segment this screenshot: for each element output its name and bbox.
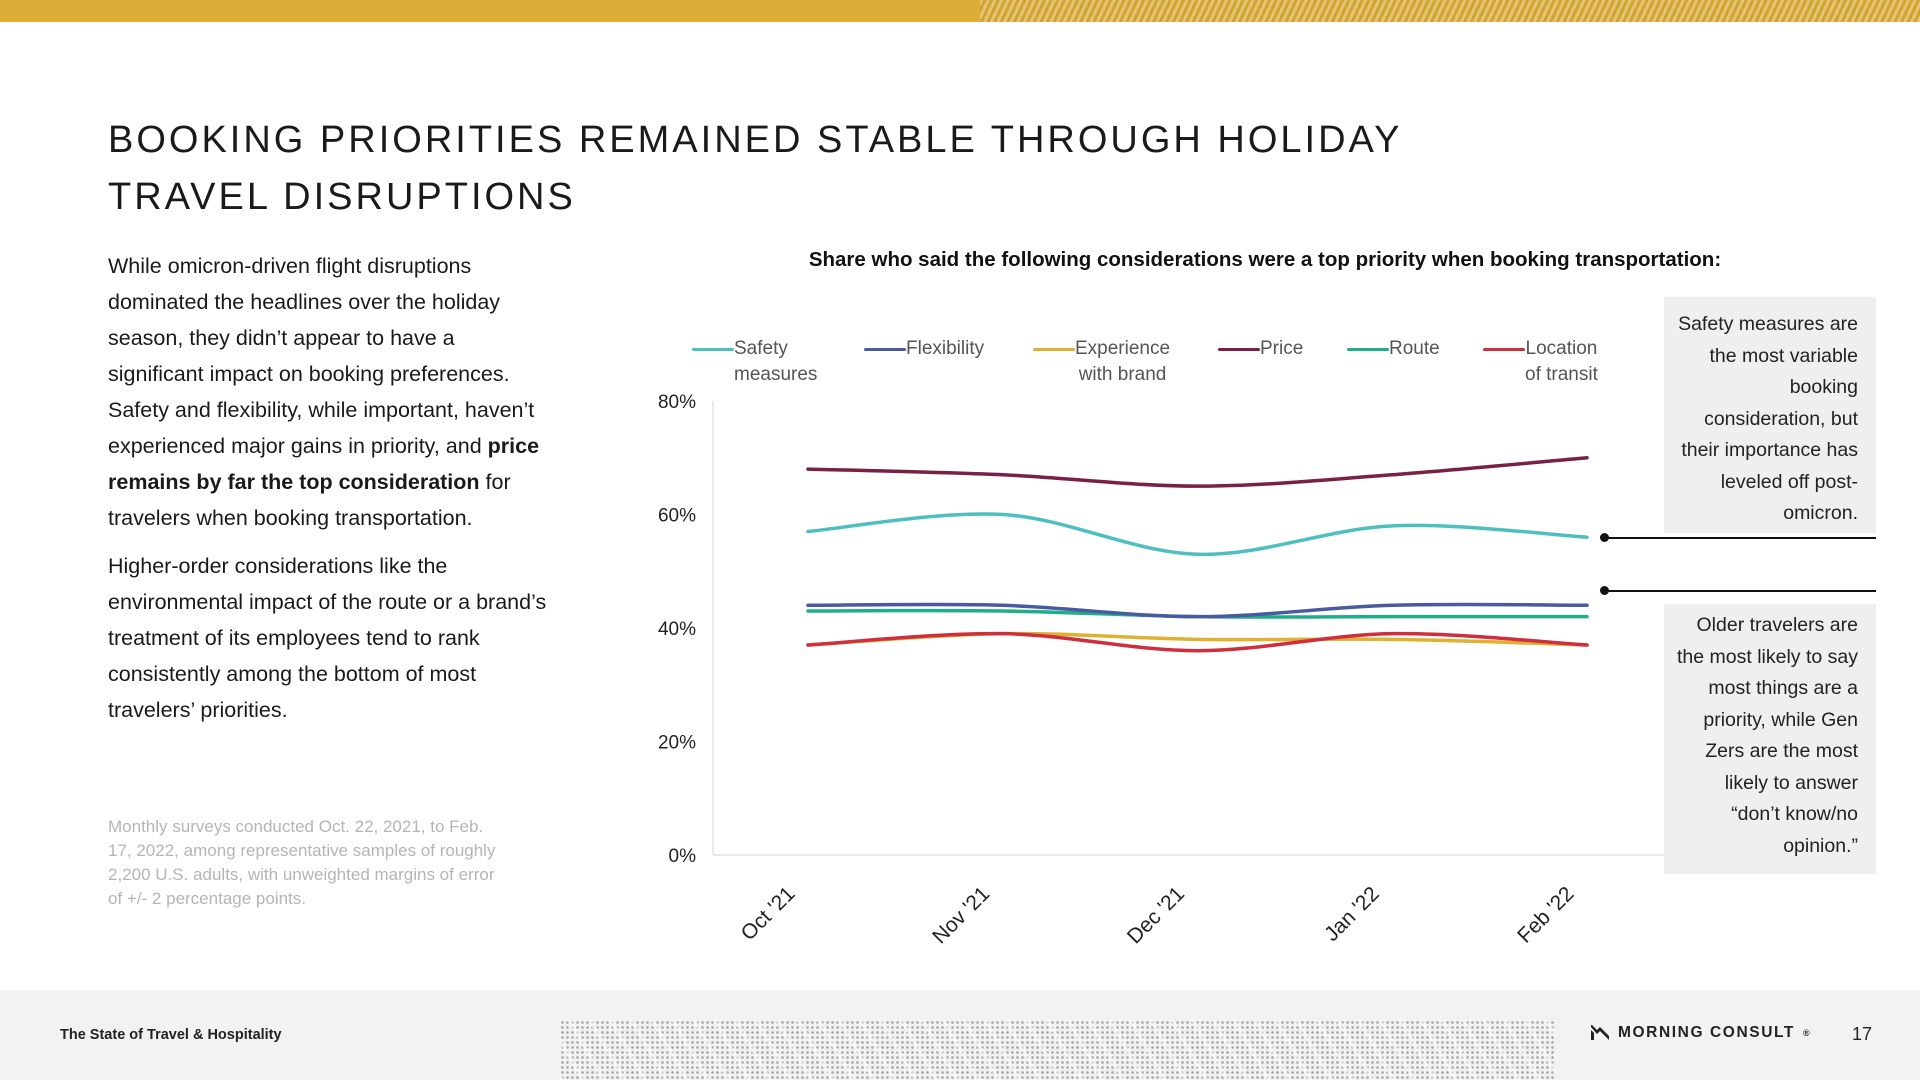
y-tick-label: 0% [669,846,697,867]
footer-report-name: The State of Travel & Hospitality [60,1027,282,1043]
y-tick-label: 80% [658,392,696,413]
footer-pattern [560,1020,1555,1080]
legend-label-line: Safety [734,338,788,359]
y-tick-label: 60% [658,506,696,527]
legend-label-line: measures [734,364,818,385]
legend-swatch [1218,348,1260,351]
legend-label: Location of transit [1525,336,1598,388]
chart-title: Share who said the following considerati… [808,248,1722,271]
legend-swatch [692,348,734,351]
legend-item-flexibility: Flexibility [864,336,984,362]
legend-item-experience: Experience with brand [1033,336,1170,388]
legend-label-line: of transit [1525,364,1598,385]
legend-label-line: Location [1525,338,1598,359]
x-tick-label: Dec '21 [1123,882,1189,948]
legend-label-line: Price [1260,338,1304,359]
legend-label: Route [1389,336,1440,362]
legend-swatch [1033,348,1075,351]
legend-label-line: Experience [1075,338,1171,359]
legend-item-location: Location of transit [1483,336,1598,388]
series-line-flexibility [806,602,1589,619]
callout-safety-pointer-dot [1600,533,1609,542]
callout-safety: Safety measures are the most variable bo… [1664,297,1876,533]
brand-name: MORNING CONSULT [1618,1024,1795,1041]
series-line-location [806,631,1589,653]
x-tick-label: Oct '21 [737,882,800,945]
footer-brand: MORNING CONSULT ® [1590,1024,1811,1042]
legend-swatch [1347,348,1389,351]
page-number: 17 [1852,1024,1873,1044]
body-p1-end: for travelers when booking transportatio… [108,470,511,530]
body-paragraph-2: Higher-order considerations like the env… [108,554,547,722]
legend-item-safety: Safety measures [692,336,817,388]
x-tick-label: Jan '22 [1320,882,1384,946]
y-tick-label: 20% [658,733,696,754]
body-paragraph-1: While omicron-driven flight disruptions … [108,248,548,536]
legend-item-route: Route [1347,336,1440,362]
chart-legend: Safety measures Flexibility Experience with … [0,336,1620,396]
legend-swatch [864,348,906,351]
legend-label: Flexibility [906,336,984,362]
top-accent-bar [0,0,1920,22]
series-line-price [806,456,1589,488]
legend-label-line: with brand [1078,364,1167,385]
body-p1-start: While omicron-driven flight disruptions … [108,254,535,458]
legend-swatch [1483,348,1525,351]
line-chart: 0% 20% 40% 60% 80% Oct '21 Nov '21 Dec '21 Jan '… [658,392,1672,948]
x-tick-label: Nov '21 [928,882,994,948]
y-tick-label: 40% [658,619,696,640]
legend-label-line: Flexibility [906,338,985,359]
body-text: While omicron-driven flight disruptions … [108,248,548,740]
legend-item-price: Price [1218,336,1303,362]
footer [0,990,1920,1080]
callout-older-pointer-line [1605,590,1876,592]
series-line-safety [806,512,1589,556]
callout-safety-pointer-line [1605,537,1876,539]
callout-older-travelers: Older travelers are the most likely to s… [1664,604,1876,874]
callout-older-pointer-dot [1600,586,1609,595]
body-p1-bold: price remains by far the top considerati… [108,434,540,494]
source-note: Monthly surveys conducted Oct. 22, 2021,… [108,817,496,908]
brand-mark: ® [1802,1028,1812,1038]
x-tick-label: Feb '22 [1513,882,1578,947]
legend-label: Price [1260,336,1303,362]
slide-title: BOOKING PRIORITIES REMAINED STABLE THROU… [108,119,1402,218]
legend-label-line: Route [1389,338,1440,359]
morning-consult-logo-icon [1591,1025,1609,1040]
top-bar-texture [980,0,1920,22]
legend-label: Safety measures [734,336,817,388]
legend-label: Experience with brand [1075,336,1170,388]
